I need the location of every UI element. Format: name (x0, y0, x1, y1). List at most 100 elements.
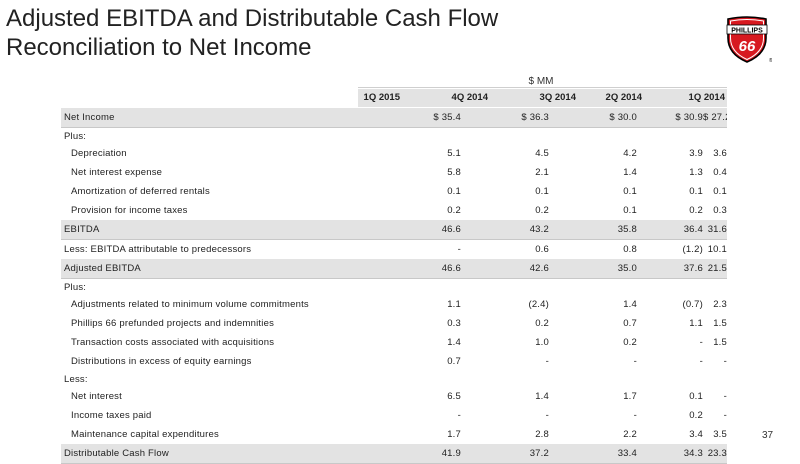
cell-1q-2014: 3.6 (713, 148, 727, 159)
cell-3q-2014: 1.7 (623, 391, 637, 402)
page-number: 37 (762, 430, 774, 441)
row-plus-header-2: Plus: (61, 279, 727, 296)
cell-4q-2014: 1.4 (535, 391, 549, 402)
cell-4q-2014: 1.0 (535, 337, 549, 348)
cell-2q-2014: 0.1 (689, 186, 703, 197)
cell-3q-2014: $ 30.0 (549, 108, 637, 128)
cell-1q-2015: 5.1 (447, 148, 461, 159)
row-provision-income-taxes: Provision for income taxes 0.2 0.2 0.1 0… (61, 201, 727, 220)
cell-1q-2015: 41.9 (358, 444, 461, 464)
cell-3q-2014: 0.1 (623, 186, 637, 197)
column-header-1q-2014: 1Q 2014 (688, 92, 725, 103)
cell-1q-2014: - (723, 410, 727, 421)
cell-1q-2015: 0.1 (447, 186, 461, 197)
cell-1q-2014: 3.5 (713, 429, 727, 440)
cell-4q-2014: 0.2 (535, 318, 549, 329)
cell-3q-2014: 1.4 (623, 299, 637, 310)
row-net-interest-expense: Net interest expense 5.8 2.1 1.4 1.3 0.4 (61, 163, 727, 182)
row-net-interest: Net interest 6.5 1.4 1.7 0.1 - (61, 387, 727, 406)
cell-2q-2014: 0.1 (689, 391, 703, 402)
column-header-row: 1Q 2015 4Q 2014 3Q 2014 2Q 2014 1Q 2014 (358, 89, 727, 107)
cell-2q-2014: 34.3 (637, 444, 703, 464)
row-ebitda: EBITDA 46.6 43.2 35.8 36.4 31.6 (61, 220, 727, 240)
column-header-3q-2014: 3Q 2014 (539, 92, 576, 103)
row-net-income: Net Income $ 35.4 $ 36.3 $ 30.0 $ 30.9 $… (61, 108, 727, 128)
header-divider (358, 87, 727, 88)
cell-4q-2014: - (545, 410, 549, 421)
cell-3q-2014: - (633, 410, 637, 421)
row-label: Net Income (61, 108, 358, 128)
row-amortization-deferred-rentals: Amortization of deferred rentals 0.1 0.1… (61, 182, 727, 201)
cell-1q-2014: 0.1 (713, 186, 727, 197)
cell-4q-2014: $ 36.3 (461, 108, 549, 128)
cell-4q-2014: 0.2 (535, 205, 549, 216)
cell-2q-2014: 0.2 (689, 205, 703, 216)
row-label: Maintenance capital expenditures (71, 429, 219, 440)
cell-4q-2014: 42.6 (461, 259, 549, 279)
cell-1q-2015: 0.7 (447, 356, 461, 367)
cell-4q-2014: 43.2 (461, 220, 549, 240)
row-label: Net interest (71, 391, 122, 402)
cell-1q-2015: 6.5 (447, 391, 461, 402)
cell-1q-2015: 0.2 (447, 205, 461, 216)
row-label: Transaction costs associated with acquis… (71, 337, 275, 348)
row-plus-header: Plus: (61, 128, 727, 145)
slide-title: Adjusted EBITDA and Distributable Cash F… (6, 4, 646, 62)
section-label: Less: (64, 373, 88, 385)
cell-1q-2014: 1.5 (713, 337, 727, 348)
cell-3q-2014: 0.1 (623, 205, 637, 216)
cell-1q-2015: 46.6 (358, 220, 461, 240)
row-label: Depreciation (71, 148, 127, 159)
cell-2q-2014: 1.1 (689, 318, 703, 329)
row-label: Adjusted EBITDA (61, 259, 358, 279)
cell-4q-2014: 0.6 (535, 244, 549, 255)
row-maintenance-capex: Maintenance capital expenditures 1.7 2.8… (61, 425, 727, 444)
cell-1q-2014: - (723, 391, 727, 402)
row-label: Adjustments related to minimum volume co… (71, 299, 309, 310)
cell-1q-2015: 46.6 (358, 259, 461, 279)
cell-3q-2014: 1.4 (623, 167, 637, 178)
cell-4q-2014: 37.2 (461, 444, 549, 464)
cell-2q-2014: 36.4 (637, 220, 703, 240)
cell-1q-2014: 31.6 (703, 220, 727, 240)
cell-4q-2014: 2.1 (535, 167, 549, 178)
cell-1q-2015: 1.4 (447, 337, 461, 348)
row-prefunded-projects: Phillips 66 prefunded projects and indem… (61, 314, 727, 333)
row-label: Less: EBITDA attributable to predecessor… (64, 244, 252, 255)
cell-3q-2014: 35.0 (549, 259, 637, 279)
row-depreciation: Depreciation 5.1 4.5 4.2 3.9 3.6 (61, 144, 727, 163)
cell-4q-2014: (2.4) (528, 299, 549, 310)
cell-4q-2014: 0.1 (535, 186, 549, 197)
row-label: EBITDA (61, 220, 358, 240)
cell-1q-2014: 0.4 (713, 167, 727, 178)
cell-2q-2014: (1.2) (682, 244, 703, 255)
column-header-2q-2014: 2Q 2014 (605, 92, 642, 103)
cell-1q-2014: 23.3 (703, 444, 727, 464)
cell-4q-2014: 4.5 (535, 148, 549, 159)
row-transaction-costs: Transaction costs associated with acquis… (61, 333, 727, 352)
cell-1q-2015: - (457, 244, 461, 255)
units-label: $ MM (528, 76, 554, 87)
cell-2q-2014: 3.4 (689, 429, 703, 440)
cell-2q-2014: 37.6 (637, 259, 703, 279)
row-label: Distributions in excess of equity earnin… (71, 356, 252, 367)
cell-1q-2014: $ 27.2 (703, 108, 727, 128)
cell-3q-2014: 33.4 (549, 444, 637, 464)
row-less-header: Less: (61, 371, 727, 387)
slide-title-line-1: Adjusted EBITDA and Distributable Cash F… (6, 5, 499, 32)
cell-3q-2014: 2.2 (623, 429, 637, 440)
column-header-1q-2015: 1Q 2015 (363, 92, 400, 103)
cell-1q-2015: 0.3 (447, 318, 461, 329)
phillips-66-logo: PHILLIPS 66 ® (726, 16, 772, 64)
row-label: Phillips 66 prefunded projects and indem… (71, 318, 275, 329)
row-label: Provision for income taxes (71, 205, 188, 216)
row-income-taxes-paid: Income taxes paid - - - 0.2 - (61, 406, 727, 425)
row-less-ebitda-predecessors: Less: EBITDA attributable to predecessor… (61, 240, 727, 260)
cell-1q-2015: 1.7 (447, 429, 461, 440)
cell-1q-2014: 1.5 (713, 318, 727, 329)
column-header-4q-2014: 4Q 2014 (451, 92, 488, 103)
cell-1q-2015: 1.1 (447, 299, 461, 310)
cell-1q-2015: 5.8 (447, 167, 461, 178)
section-label: Plus: (64, 130, 87, 142)
cell-1q-2014: 2.3 (713, 299, 727, 310)
